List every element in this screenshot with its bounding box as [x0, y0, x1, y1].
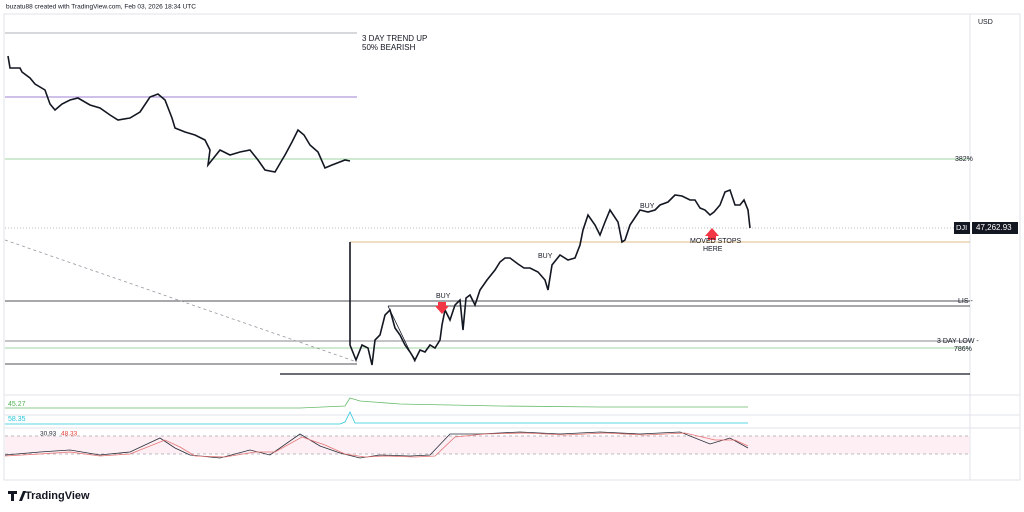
symbol: DJI — [956, 223, 967, 232]
chart-frame — [3, 13, 1021, 481]
indicator-line — [5, 411, 748, 425]
price-tag — [972, 222, 1018, 234]
indicator-value: 45.27 — [8, 401, 26, 408]
level-label: LIS - — [958, 298, 973, 305]
annotation: 3 DAY TREND UP — [362, 34, 427, 43]
indicator-value: 30.93 — [40, 431, 57, 438]
price-bars — [349, 188, 751, 366]
annotation: HERE — [703, 246, 723, 253]
indicator-line — [5, 397, 748, 409]
indicator-value: 48.33 — [61, 431, 78, 438]
level-label: 3 DAY LOW - — [937, 338, 979, 345]
annotation: BUY — [640, 203, 655, 210]
stoch-band — [5, 436, 970, 454]
annotation: 50% BEARISH — [362, 43, 416, 52]
stoch-d — [4, 432, 749, 458]
indicator-value: 58.35 — [8, 416, 26, 423]
trend-line — [4, 239, 358, 363]
annotation: MOVED STOPS — [690, 238, 742, 245]
annotation: BUY — [436, 293, 451, 300]
stoch-k — [4, 431, 749, 459]
symbol-tag — [954, 222, 970, 234]
arrow-down — [435, 302, 449, 314]
annotation: BUY — [538, 253, 553, 260]
last-price: 47,262.93 — [976, 223, 1012, 232]
logo-mark — [8, 491, 26, 501]
arrow-up — [705, 228, 719, 240]
logo-text: TradingView — [25, 490, 90, 502]
level-label: 382% — [955, 156, 973, 163]
price-bars — [7, 55, 351, 173]
level-label: 786% — [954, 346, 972, 353]
header-title: buzatu88 created with TradingView.com, F… — [6, 4, 196, 11]
currency: USD — [978, 19, 993, 26]
